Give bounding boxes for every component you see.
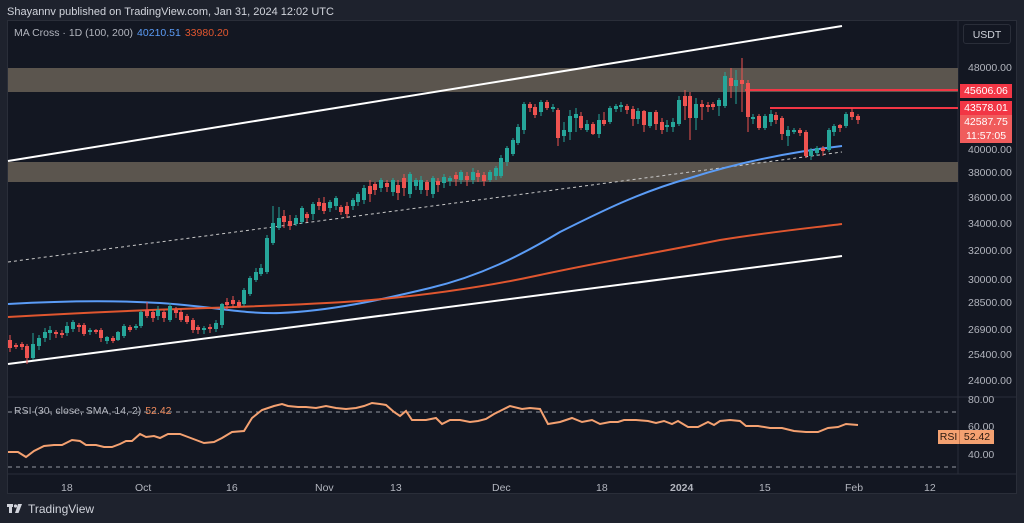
candles xyxy=(8,58,860,364)
ma-fast-value: 40210.51 xyxy=(137,27,181,39)
svg-text:Feb: Feb xyxy=(845,482,863,494)
svg-text:12: 12 xyxy=(924,482,936,494)
supply-zone xyxy=(8,68,958,92)
rsi-tag-value: 52.42 xyxy=(960,430,994,444)
demand-zone xyxy=(8,162,958,182)
svg-text:30000.00: 30000.00 xyxy=(968,274,1012,286)
footer-brand-text: TradingView xyxy=(28,502,95,516)
svg-text:40000.00: 40000.00 xyxy=(968,144,1012,156)
svg-text:80.00: 80.00 xyxy=(968,394,994,406)
publish-info: Shayannv published on TradingView.com, J… xyxy=(7,6,334,18)
svg-text:34000.00: 34000.00 xyxy=(968,218,1012,230)
ma-legend: MA Cross · 1D (100, 200) 40210.51 33980.20 xyxy=(14,27,229,39)
bar-countdown: 11:57:05 xyxy=(965,130,1007,142)
svg-text:40.00: 40.00 xyxy=(968,449,994,461)
svg-text:2024: 2024 xyxy=(670,482,694,494)
ma-200-line xyxy=(7,223,843,318)
mid-trendline[interactable] xyxy=(7,151,843,263)
ma-slow-value: 33980.20 xyxy=(184,27,229,39)
price-tag-level-1: 45606.06 xyxy=(960,84,1012,98)
ma-indicator-label: MA Cross · 1D (100, 200) xyxy=(14,27,134,39)
svg-text:Oct: Oct xyxy=(135,482,151,494)
channel-lower-line[interactable] xyxy=(7,255,843,365)
footer-brand: TradingView xyxy=(7,502,94,516)
rsi-legend-value: 52.42 xyxy=(145,405,172,417)
time-axis[interactable]: 18 Oct 16 Nov 13 Dec 18 2024 15 Feb 12 xyxy=(61,482,936,494)
svg-text:26900.00: 26900.00 xyxy=(968,324,1012,336)
svg-text:15: 15 xyxy=(759,482,771,494)
rsi-legend: RSI (30, close, SMA, 14, 2) 52.42 xyxy=(14,405,172,417)
svg-text:16: 16 xyxy=(226,482,238,494)
svg-text:36000.00: 36000.00 xyxy=(968,192,1012,204)
svg-text:38000.00: 38000.00 xyxy=(968,167,1012,179)
last-price-tag: 42587.75 11:57:05 xyxy=(960,115,1012,143)
svg-text:18: 18 xyxy=(596,482,608,494)
svg-text:Dec: Dec xyxy=(492,482,511,494)
svg-text:Nov: Nov xyxy=(315,482,334,494)
last-price-value: 42587.75 xyxy=(964,116,1008,128)
rsi-line xyxy=(8,401,859,459)
currency-button[interactable]: USDT xyxy=(963,24,1011,44)
svg-text:32000.00: 32000.00 xyxy=(968,245,1012,257)
svg-text:48000.00: 48000.00 xyxy=(968,62,1012,74)
svg-text:13: 13 xyxy=(390,482,402,494)
svg-text:25400.00: 25400.00 xyxy=(968,349,1012,361)
svg-text:24000.00: 24000.00 xyxy=(968,375,1012,387)
channel-upper-line[interactable] xyxy=(7,25,843,162)
tradingview-logo-icon xyxy=(7,504,22,513)
price-axis[interactable]: 48000.00 40000.00 38000.00 36000.00 3400… xyxy=(968,62,1012,461)
svg-text:28500.00: 28500.00 xyxy=(968,297,1012,309)
ma-100-line xyxy=(7,145,843,315)
rsi-indicator-label: RSI (30, close, SMA, 14, 2) xyxy=(14,405,142,417)
rsi-tag-label: RSI xyxy=(938,430,960,444)
price-tag-level-2: 43578.01 xyxy=(960,101,1012,115)
svg-text:18: 18 xyxy=(61,482,73,494)
chart-frame xyxy=(7,20,1017,494)
